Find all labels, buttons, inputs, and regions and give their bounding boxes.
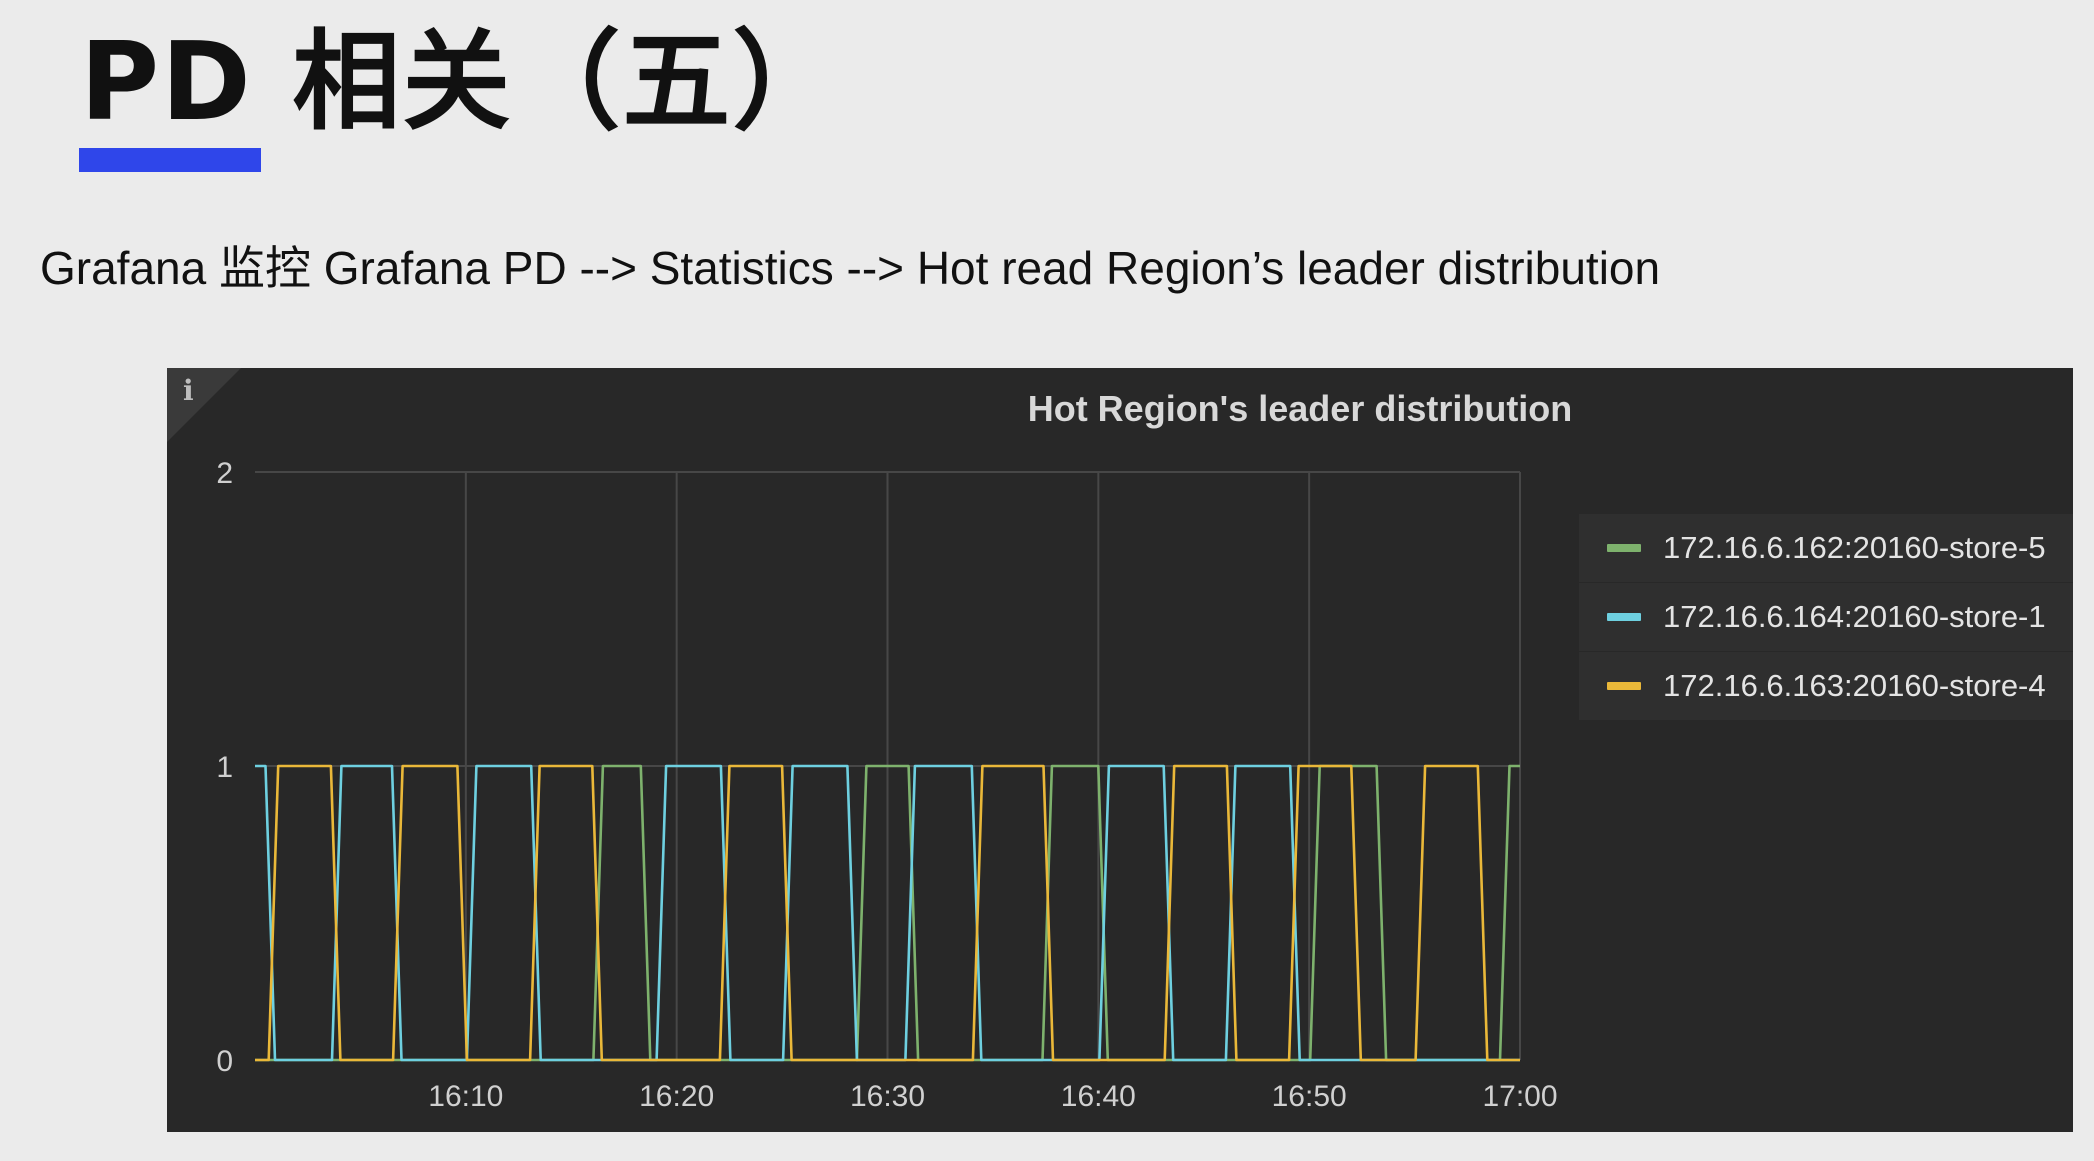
x-tick-label: 17:00 <box>1482 1080 1557 1113</box>
x-tick-label: 16:40 <box>1061 1080 1136 1113</box>
info-icon[interactable]: i <box>183 374 194 407</box>
y-tick-label: 1 <box>216 751 233 784</box>
legend-label: 172.16.6.164:20160-store-1 <box>1663 599 2046 634</box>
series-line-3 <box>255 764 1520 1062</box>
legend-swatch <box>1607 682 1641 690</box>
slide-title: PD 相关（五） <box>80 20 843 145</box>
line-chart: 0 1 2 16:10 16:20 16:30 16:40 16:50 17:00 <box>216 457 1557 1113</box>
x-tick-label: 16:50 <box>1272 1080 1347 1113</box>
panel-info-corner[interactable] <box>167 368 241 442</box>
chart-panel: i Hot Region's leader distribution 0 1 2 16… <box>167 368 2073 1132</box>
y-tick-label: 0 <box>216 1045 233 1078</box>
legend-label: 172.16.6.163:20160-store-4 <box>1663 668 2046 703</box>
legend-item[interactable]: 172.16.6.162:20160-store-5 <box>1579 514 2073 582</box>
legend-label: 172.16.6.162:20160-store-5 <box>1663 530 2046 565</box>
panel-title[interactable]: Hot Region's leader distribution <box>1027 388 1573 429</box>
legend-item[interactable]: 172.16.6.163:20160-store-4 <box>1579 652 2073 720</box>
x-tick-label: 16:10 <box>428 1080 503 1113</box>
x-tick-label: 16:30 <box>850 1080 925 1113</box>
legend-swatch <box>1607 613 1641 621</box>
slide-subtitle: Grafana 监控 Grafana PD --> Statistics -->… <box>40 242 1661 294</box>
y-tick-label: 2 <box>216 457 233 490</box>
legend-item[interactable]: 172.16.6.164:20160-store-1 <box>1579 583 2073 651</box>
chart-legend: 172.16.6.162:20160-store-5 172.16.6.164:2… <box>1579 514 2073 721</box>
legend-swatch <box>1607 544 1641 552</box>
title-underline <box>79 148 261 172</box>
x-tick-label: 16:20 <box>639 1080 714 1113</box>
